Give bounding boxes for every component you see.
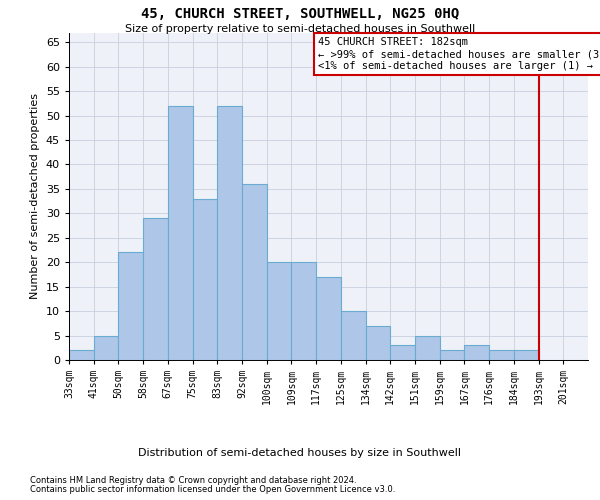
Y-axis label: Number of semi-detached properties: Number of semi-detached properties bbox=[30, 93, 40, 299]
Bar bbox=[341, 311, 365, 360]
Bar bbox=[316, 277, 341, 360]
Bar bbox=[390, 346, 415, 360]
Text: Contains HM Land Registry data © Crown copyright and database right 2024.: Contains HM Land Registry data © Crown c… bbox=[30, 476, 356, 485]
Bar bbox=[489, 350, 514, 360]
Bar bbox=[217, 106, 242, 360]
Bar bbox=[118, 252, 143, 360]
Bar bbox=[242, 184, 267, 360]
Bar bbox=[143, 218, 168, 360]
Bar bbox=[365, 326, 390, 360]
Bar bbox=[514, 350, 539, 360]
Text: Distribution of semi-detached houses by size in Southwell: Distribution of semi-detached houses by … bbox=[139, 448, 461, 458]
Bar bbox=[193, 198, 217, 360]
Bar bbox=[94, 336, 118, 360]
Text: 45 CHURCH STREET: 182sqm
← >99% of semi-detached houses are smaller (319)
<1% of: 45 CHURCH STREET: 182sqm ← >99% of semi-… bbox=[318, 38, 600, 70]
Bar bbox=[440, 350, 464, 360]
Bar bbox=[69, 350, 94, 360]
Text: 45, CHURCH STREET, SOUTHWELL, NG25 0HQ: 45, CHURCH STREET, SOUTHWELL, NG25 0HQ bbox=[141, 8, 459, 22]
Bar bbox=[292, 262, 316, 360]
Text: Size of property relative to semi-detached houses in Southwell: Size of property relative to semi-detach… bbox=[125, 24, 475, 34]
Bar bbox=[415, 336, 440, 360]
Bar bbox=[267, 262, 292, 360]
Text: Contains public sector information licensed under the Open Government Licence v3: Contains public sector information licen… bbox=[30, 485, 395, 494]
Bar bbox=[168, 106, 193, 360]
Bar bbox=[464, 346, 489, 360]
